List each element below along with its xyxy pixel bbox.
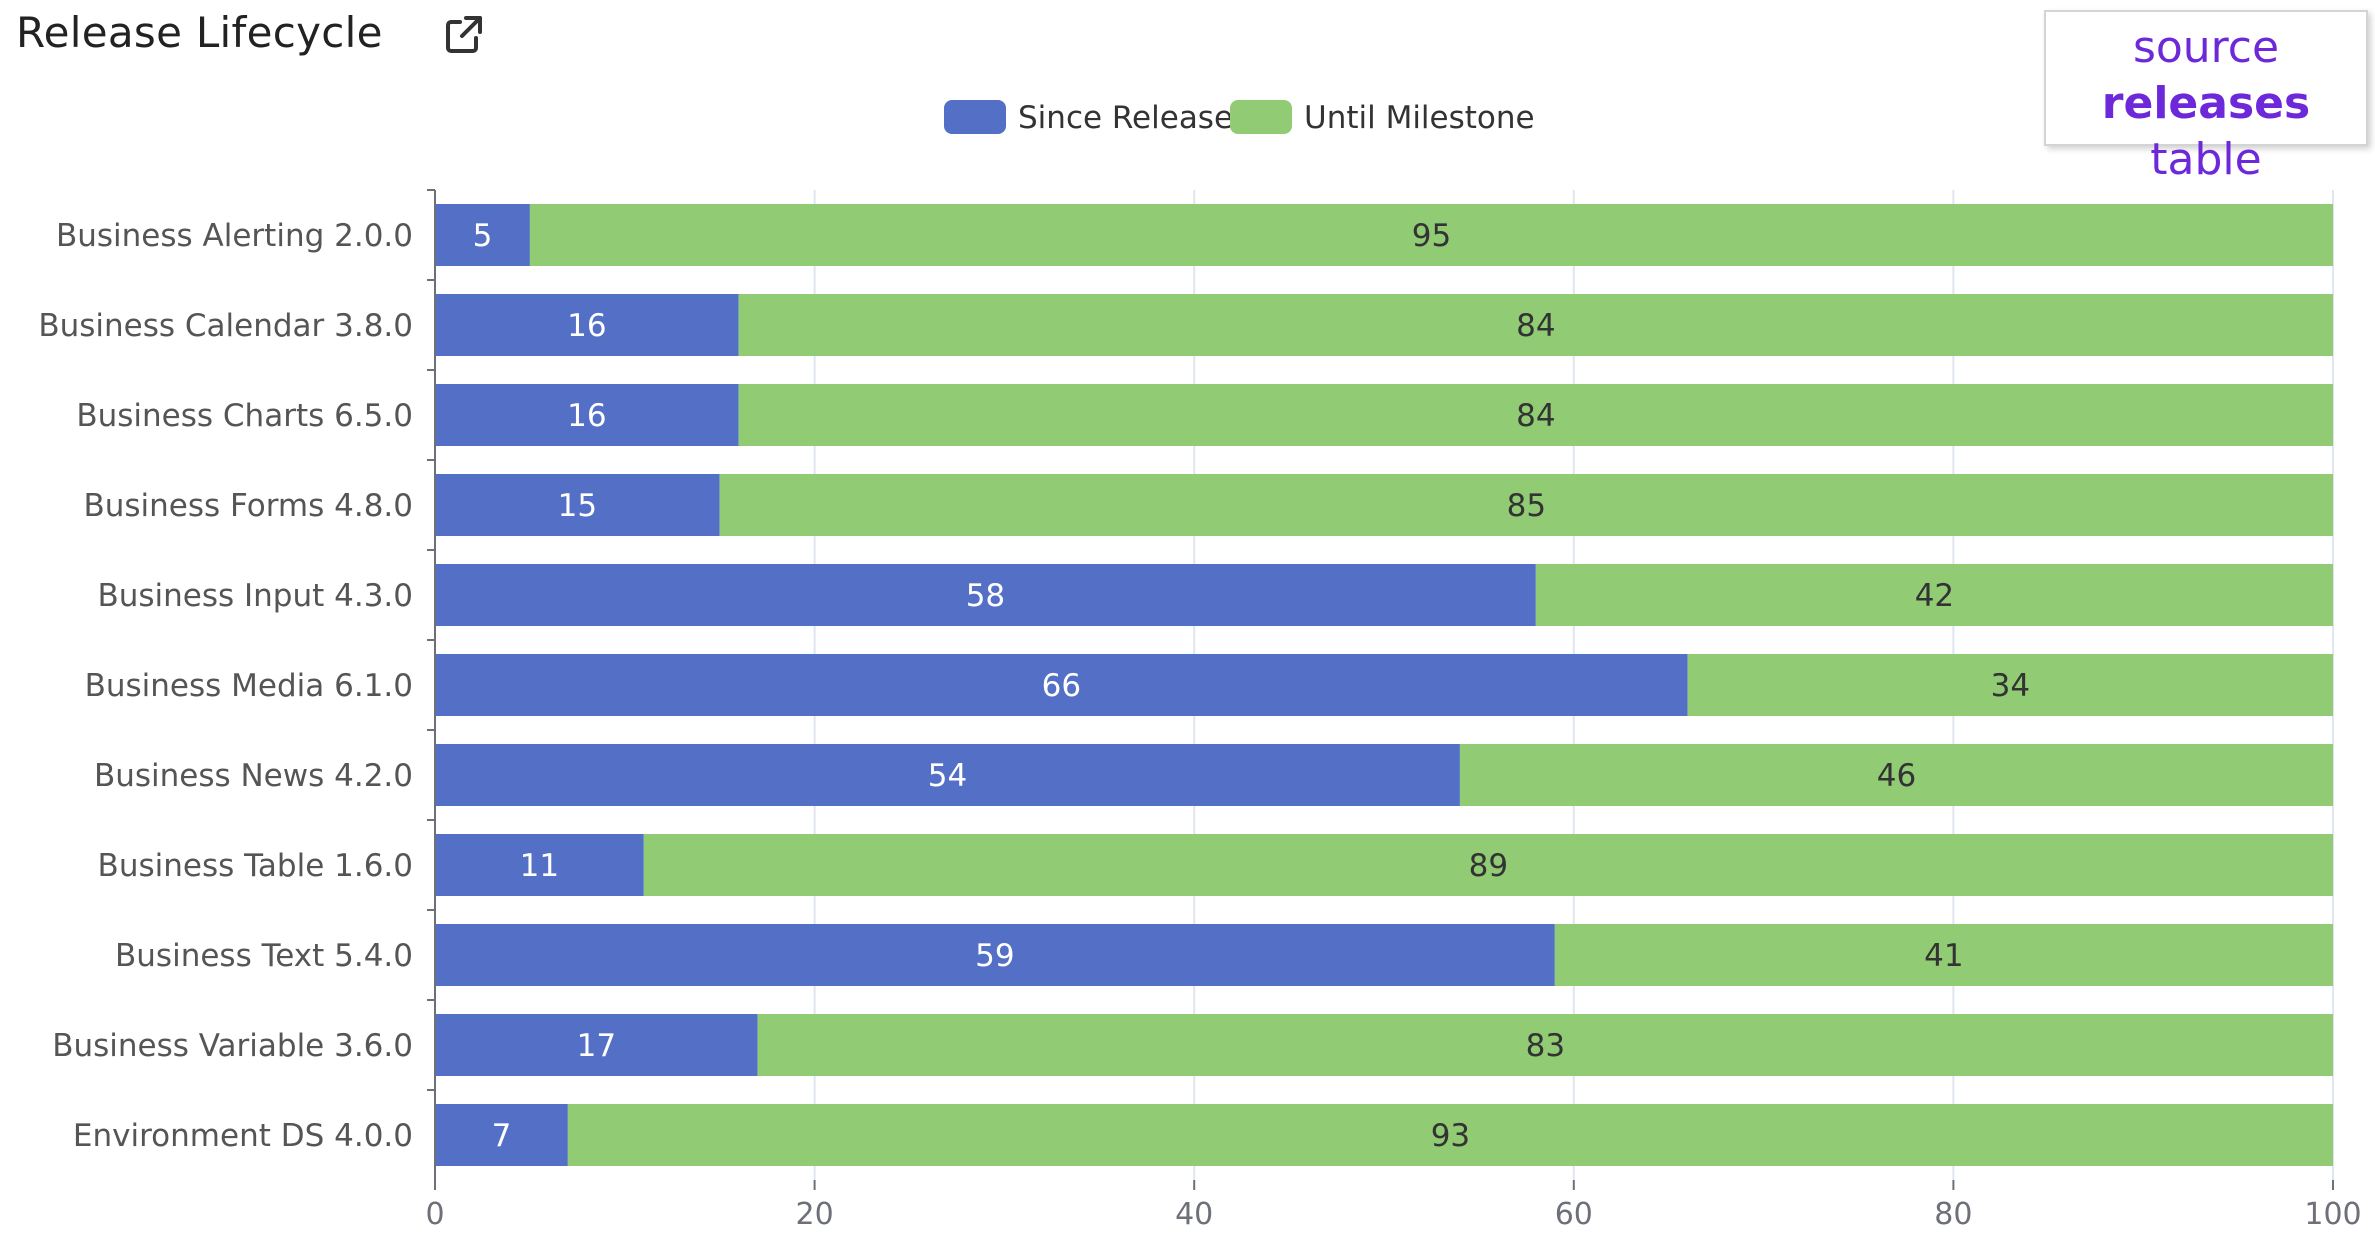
data-label: 41 [1924,938,1963,974]
external-link-icon[interactable] [440,10,488,58]
data-label: 15 [558,488,597,524]
x-tick-label: 100 [2304,1197,2361,1232]
bar-since-release [435,384,739,446]
data-label: 46 [1877,758,1916,794]
bar-until-milestone [1459,744,2333,806]
bar-since-release [435,924,1555,986]
data-label: 42 [1915,578,1954,614]
data-label: 93 [1431,1118,1470,1154]
bar-since-release [435,474,720,536]
x-tick-label: 60 [1555,1197,1593,1232]
bars [435,204,2334,1166]
axes: 0 20 40 60 80 100 Business Alerting 2.0.0 Busin… [38,189,2362,1232]
category-label: Business News 4.2.0 [94,758,413,794]
data-label: 66 [1042,668,1081,704]
x-tick-label: 20 [796,1197,834,1232]
legend-label: Until Milestone [1304,100,1535,136]
data-label: 7 [492,1118,512,1154]
category-label: Business Table 1.6.0 [98,848,413,884]
data-label: 58 [966,578,1005,614]
bar-until-milestone [567,1104,2333,1166]
category-label: Business Forms 4.8.0 [83,488,413,524]
data-label: 34 [1991,668,2030,704]
data-label: 59 [975,938,1014,974]
category-label: Business Alerting 2.0.0 [56,218,413,254]
category-label: Business Media 6.1.0 [85,668,413,704]
data-label: 84 [1516,308,1555,344]
bar-since-release [435,204,530,266]
x-tick-label: 80 [1934,1197,1972,1232]
data-label: 89 [1469,848,1508,884]
bar-since-release [435,744,1460,806]
source-badge-bold: releases [2101,78,2311,129]
data-label: 11 [520,848,559,884]
bar-since-release [435,654,1688,716]
legend-label: Since Release [1018,100,1233,136]
bar-until-milestone [529,204,2333,266]
data-label: 95 [1412,218,1451,254]
bar-until-milestone [1535,564,2333,626]
data-label: 83 [1526,1028,1565,1064]
legend-swatch-until-milestone [1230,100,1292,134]
source-badge-rest: table [2150,134,2262,185]
data-label: 16 [567,398,606,434]
category-label: Environment DS 4.0.0 [73,1118,413,1154]
category-label: Business Calendar 3.8.0 [38,308,413,344]
x-tick-label: 0 [425,1197,444,1232]
data-label: 85 [1507,488,1546,524]
bar-until-milestone [757,1014,2334,1076]
bar-until-milestone [1687,654,2333,716]
category-label: Business Variable 3.6.0 [52,1028,413,1064]
category-label: Business Text 5.4.0 [115,938,413,974]
bar-until-milestone [643,834,2333,896]
data-label: 54 [928,758,967,794]
source-badge-line1: source [2132,22,2280,73]
bar-since-release [435,834,644,896]
legend-swatch-since-release [944,100,1006,134]
bar-until-milestone [1554,924,2333,986]
source-badge[interactable]: source releases table [2044,10,2368,185]
data-label: 84 [1516,398,1555,434]
page-title: Release Lifecycle [16,8,383,57]
data-labels: 5 95 16 84 16 84 15 85 58 42 66 34 54 46 11 89 59 41 17 83 7… [473,218,2030,1154]
data-label: 17 [577,1028,616,1064]
category-label: Business Charts 6.5.0 [76,398,413,434]
bar-since-release [435,1104,568,1166]
data-label: 5 [473,218,493,254]
bar-until-milestone [738,294,2334,356]
bar-until-milestone [719,474,2334,536]
bar-since-release [435,294,739,356]
bar-until-milestone [738,384,2334,446]
x-tick-label: 40 [1175,1197,1213,1232]
bar-since-release [435,1014,758,1076]
bar-since-release [435,564,1536,626]
legend: Since Release Until Milestone [944,100,1535,136]
category-label: Business Input 4.3.0 [97,578,413,614]
data-label: 16 [567,308,606,344]
source-badge-line2: releases table [2046,76,2366,188]
